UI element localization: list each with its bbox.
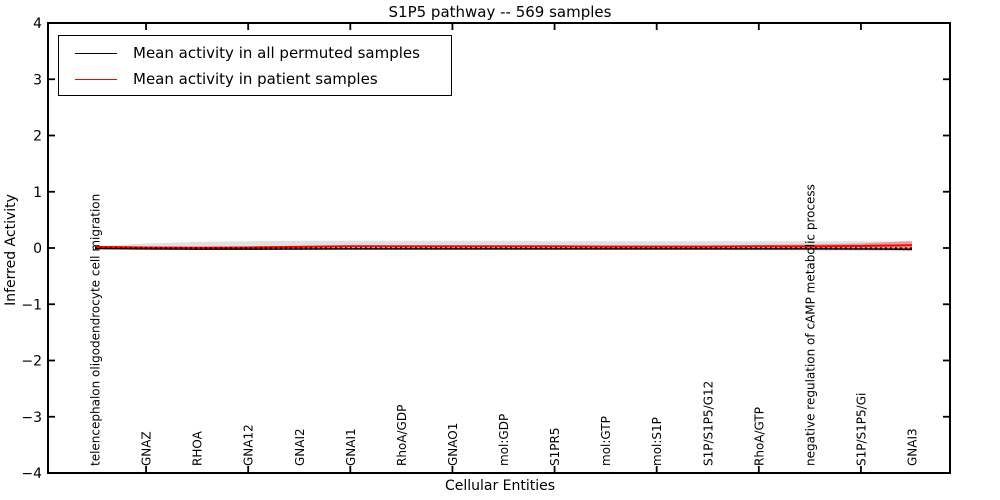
x-category-label: mol:S1P [650,417,664,466]
permuted-line-sample [75,52,117,54]
legend-item-label: Mean activity in all permuted samples [133,44,420,62]
x-category-label: RHOA [191,430,205,466]
x-category-label: mol:GDP [497,414,511,466]
x-category-label: negative regulation of cAMP metabolic pr… [803,184,817,466]
x-category-label: RhoA/GTP [752,407,766,466]
y-tick-label: 0 [33,241,42,257]
permuted-mean-line [94,247,913,250]
x-axis-label: Cellular Entities [444,478,556,494]
x-category-label: RhoA/GDP [395,405,409,466]
legend-item-patient: Mean activity in patient samples [59,66,451,92]
x-category-label: S1PR5 [548,428,562,466]
y-tick-label: 2 [33,129,42,145]
chart-title: S1P5 pathway -- 569 samples [388,3,612,21]
legend: Mean activity in all permuted samples Me… [58,35,452,96]
y-tick-label: −2 [21,354,42,370]
x-category-label: GNAZ [140,431,154,466]
legend-item-label: Mean activity in patient samples [133,70,378,88]
legend-item-permuted: Mean activity in all permuted samples [59,40,451,66]
y-tick-label: −3 [21,410,42,426]
patient-line-sample [75,78,117,80]
x-category-label: GNAI2 [293,428,307,466]
y-tick-label: 4 [33,16,42,32]
x-category-label: GNAO1 [446,423,460,466]
y-tick-label: 3 [33,72,42,88]
x-category-label: telencephalon oligodendrocyte cell migra… [89,194,103,466]
x-category-label: S1P/S1P5/G12 [701,381,715,466]
x-category-label: GNAI1 [344,428,358,466]
y-axis-label: Inferred Activity [3,194,19,306]
x-category-label: S1P/S1P5/Gi [854,393,868,466]
y-tick-label: 1 [33,185,42,201]
x-category-label: GNA12 [242,424,256,466]
y-tick-label: −4 [21,466,42,482]
x-category-label: GNAI3 [906,428,920,466]
x-category-label: mol:GTP [599,416,613,466]
y-tick-label: −1 [21,297,42,313]
